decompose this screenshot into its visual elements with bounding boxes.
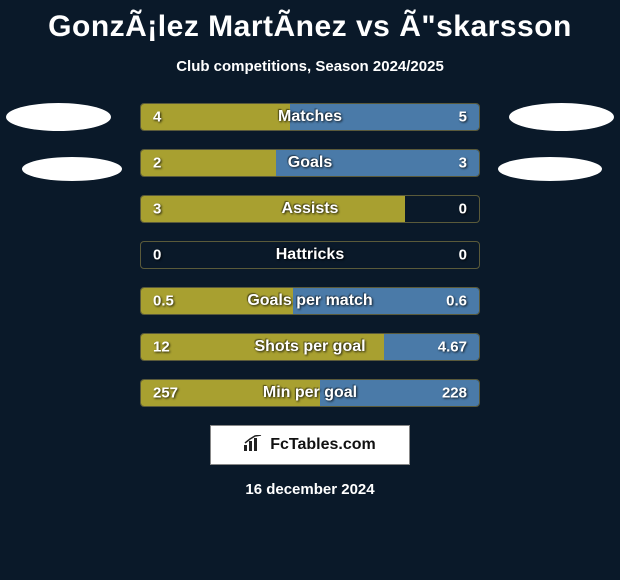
stat-label: Shots per goal — [141, 338, 479, 356]
stat-value-right: 228 — [442, 385, 467, 402]
source-badge: FcTables.com — [210, 425, 410, 465]
comparison-title: GonzÃ¡lez MartÃ­nez vs Ã"skarsson — [0, 0, 620, 44]
stat-label: Goals per match — [141, 292, 479, 310]
stat-value-right: 0 — [459, 201, 467, 218]
stat-label: Min per goal — [141, 384, 479, 402]
team-left-logo-placeholder — [22, 157, 122, 181]
stat-value-left: 257 — [153, 385, 178, 402]
stat-value-right: 5 — [459, 109, 467, 126]
stat-value-left: 2 — [153, 155, 161, 172]
date-text: 16 december 2024 — [0, 481, 620, 498]
stat-row: Goals2 3 — [140, 149, 480, 177]
stat-label: Assists — [141, 200, 479, 218]
stat-value-right: 0 — [459, 247, 467, 264]
source-text: FcTables.com — [270, 436, 376, 454]
stat-row: Min per goal257 228 — [140, 379, 480, 407]
stat-value-left: 0.5 — [153, 293, 174, 310]
stat-value-right: 3 — [459, 155, 467, 172]
stat-row: Matches4 5 — [140, 103, 480, 131]
stat-row: Assists3 0 — [140, 195, 480, 223]
stat-value-left: 3 — [153, 201, 161, 218]
comparison-subtitle: Club competitions, Season 2024/2025 — [0, 58, 620, 75]
player-right-photo-placeholder — [509, 103, 614, 131]
stat-value-left: 0 — [153, 247, 161, 264]
comparison-chart: Matches45Goals23Assists30Hattricks00Goal… — [0, 103, 620, 407]
team-right-logo-placeholder — [498, 157, 602, 181]
stat-row: Hattricks0 0 — [140, 241, 480, 269]
stat-label: Hattricks — [141, 246, 479, 264]
stat-row: Goals per match0.5 0.6 — [140, 287, 480, 315]
stat-value-left: 12 — [153, 339, 170, 356]
stat-row: Shots per goal12 4.67 — [140, 333, 480, 361]
stat-value-right: 4.67 — [438, 339, 467, 356]
stat-label: Goals — [141, 154, 479, 172]
stat-value-right: 0.6 — [446, 293, 467, 310]
stat-value-left: 4 — [153, 109, 161, 126]
stat-label: Matches — [141, 108, 479, 126]
chart-icon — [244, 435, 264, 456]
player-left-photo-placeholder — [6, 103, 111, 131]
